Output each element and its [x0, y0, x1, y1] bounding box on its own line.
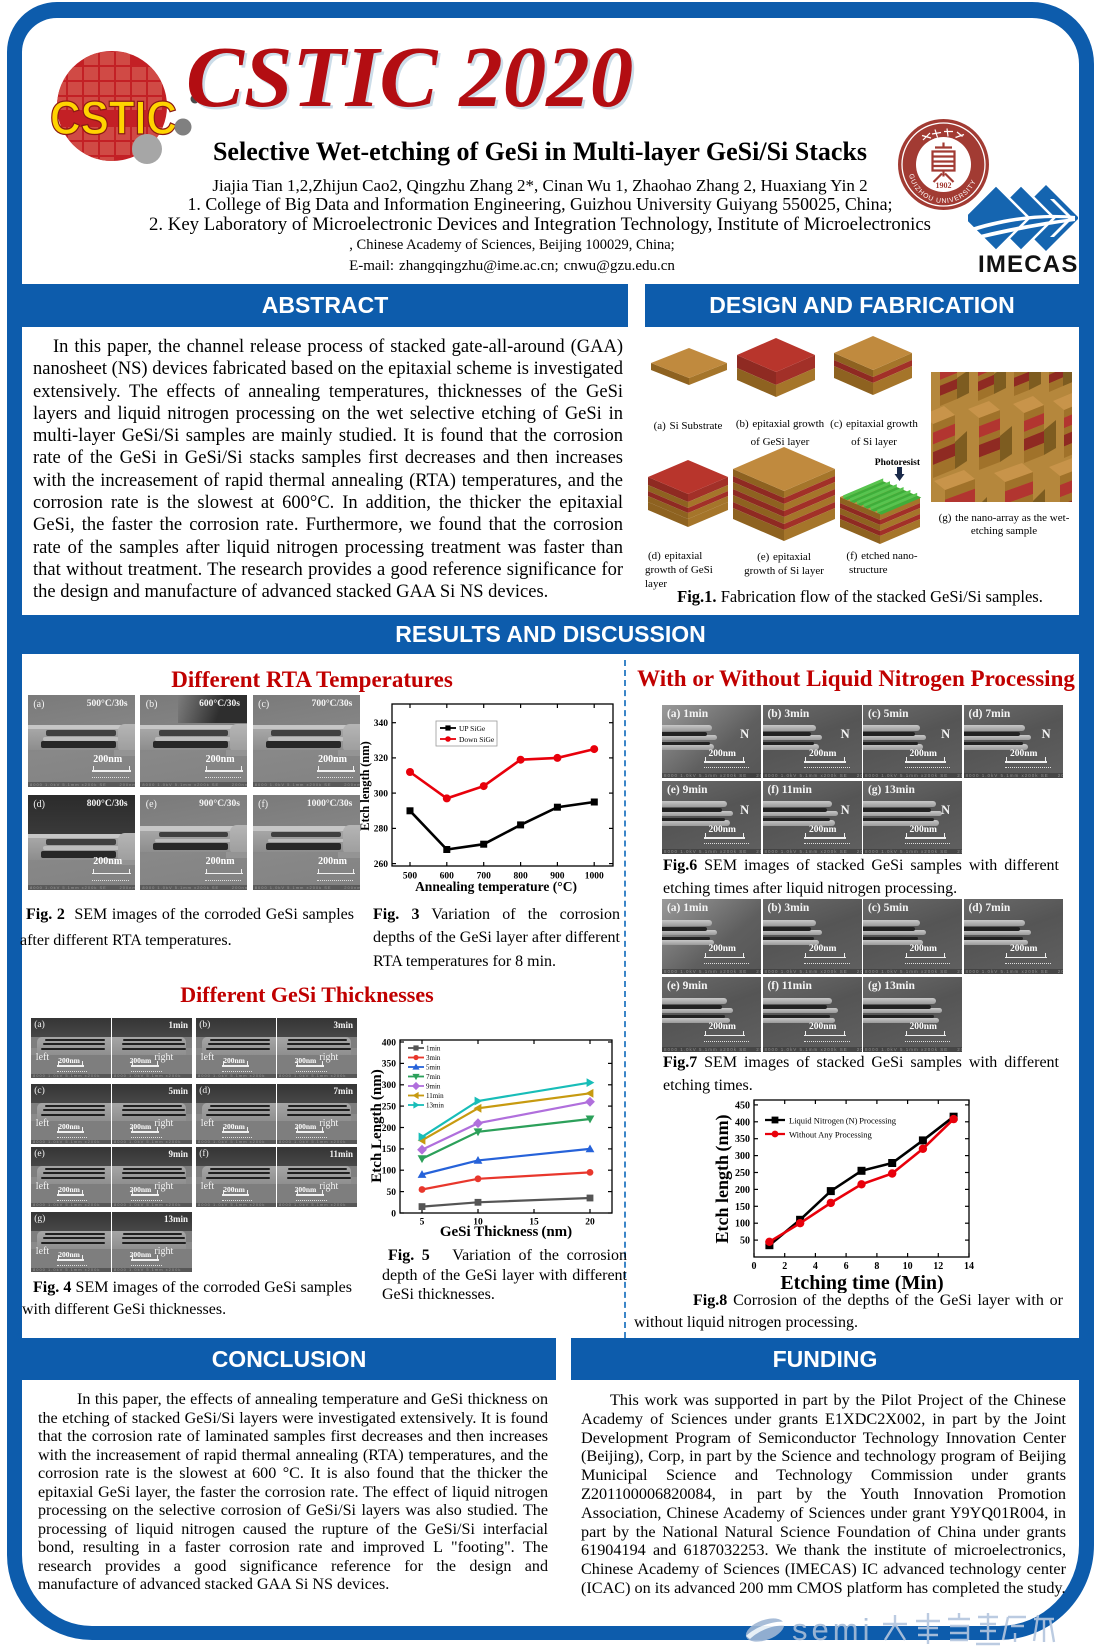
svg-text:1min: 1min [426, 1045, 441, 1053]
svg-text:800: 800 [513, 872, 528, 882]
svg-text:14: 14 [964, 1261, 974, 1272]
svg-text:Down SiGe: Down SiGe [459, 735, 495, 744]
svg-text:IMECAS: IMECAS [978, 251, 1078, 278]
svg-text:12: 12 [933, 1261, 943, 1272]
svg-text:Photoresist: Photoresist [875, 458, 921, 468]
svg-text:Etch Length (nm): Etch Length (nm) [369, 1069, 385, 1182]
svg-text:growth of GeSi: growth of GeSi [645, 564, 713, 576]
svg-text:260: 260 [374, 860, 389, 870]
svg-text:200: 200 [382, 1124, 397, 1134]
svg-text:1000: 1000 [585, 872, 604, 882]
svg-text:900: 900 [550, 872, 565, 882]
svg-text:UP SiGe: UP SiGe [459, 724, 486, 733]
svg-text:320: 320 [374, 754, 389, 764]
svg-text:300: 300 [382, 1081, 397, 1091]
svg-text:100: 100 [382, 1167, 397, 1177]
svg-text:600: 600 [440, 872, 455, 882]
svg-text:350: 350 [735, 1134, 750, 1145]
svg-text:7min: 7min [426, 1073, 441, 1081]
svg-text:of GeSi layer: of GeSi layer [751, 436, 810, 448]
svg-text:700: 700 [477, 872, 492, 882]
svg-text:13min: 13min [426, 1102, 444, 1110]
svg-text:(b) epitaxial growth: (b) epitaxial growth [736, 418, 825, 430]
svg-text:400: 400 [735, 1117, 750, 1128]
svg-text:9min: 9min [426, 1083, 441, 1091]
svg-text:50: 50 [387, 1188, 397, 1198]
svg-text:Fig.1. Fabrication flow of the: Fig.1. Fabrication flow of the stacked G… [677, 587, 1043, 606]
svg-text:3min: 3min [426, 1054, 441, 1062]
svg-text:200: 200 [735, 1185, 750, 1196]
svg-text:5: 5 [420, 1218, 425, 1228]
svg-text:8: 8 [874, 1261, 879, 1272]
svg-text:0: 0 [391, 1209, 396, 1219]
svg-text:11min: 11min [426, 1092, 444, 1100]
svg-text:100: 100 [735, 1219, 750, 1230]
svg-text:0: 0 [752, 1261, 757, 1272]
svg-text:150: 150 [735, 1202, 750, 1213]
svg-text:etching sample: etching sample [971, 525, 1037, 537]
svg-text:Etch length (nm): Etch length (nm) [360, 741, 372, 831]
svg-text:450: 450 [735, 1100, 750, 1111]
svg-text:300: 300 [374, 790, 389, 800]
svg-text:growth of Si layer: growth of Si layer [744, 565, 824, 577]
svg-text:10: 10 [473, 1218, 483, 1228]
svg-text:280: 280 [374, 825, 389, 835]
svg-text:15: 15 [529, 1218, 539, 1228]
svg-text:340: 340 [374, 719, 389, 729]
svg-text:250: 250 [382, 1103, 397, 1113]
svg-text:Without Any Processing: Without Any Processing [789, 1130, 873, 1140]
svg-text:50: 50 [740, 1236, 750, 1247]
svg-text:350: 350 [382, 1060, 397, 1070]
svg-text:500: 500 [403, 872, 418, 882]
svg-text:of Si layer: of Si layer [851, 436, 897, 448]
svg-text:(f) etched nano-: (f) etched nano- [846, 550, 917, 562]
svg-text:2: 2 [782, 1261, 787, 1272]
svg-text:layer: layer [645, 578, 667, 590]
svg-text:1902: 1902 [936, 181, 952, 190]
svg-text:(g) the nano-array as the wet: (g) the nano-array as the wet- [939, 512, 1070, 524]
svg-text:GeSi Thickness (nm): GeSi Thickness (nm) [440, 1224, 572, 1240]
svg-text:structure: structure [849, 564, 888, 576]
svg-text:20: 20 [585, 1218, 595, 1228]
svg-text:CSTIC: CSTIC [50, 91, 177, 144]
svg-text:300: 300 [735, 1151, 750, 1162]
svg-text:Etch length (nm): Etch length (nm) [712, 1114, 733, 1243]
svg-text:(e) epitaxial: (e) epitaxial [757, 551, 811, 563]
svg-text:(a) Si Substrate: (a) Si Substrate [654, 420, 723, 432]
svg-text:400: 400 [382, 1038, 397, 1048]
svg-text:250: 250 [735, 1168, 750, 1179]
svg-text:semi: semi [792, 1612, 873, 1647]
svg-text:150: 150 [382, 1145, 397, 1155]
svg-text:(d) epitaxial: (d) epitaxial [648, 550, 702, 562]
svg-text:Etching time (Min): Etching time (Min) [780, 1272, 943, 1293]
svg-text:(c) epitaxial growth: (c) epitaxial growth [830, 418, 918, 430]
svg-text:6: 6 [844, 1261, 849, 1272]
svg-text:10: 10 [903, 1261, 913, 1272]
svg-text:Liquid Nitrogen (N) Processing: Liquid Nitrogen (N) Processing [789, 1116, 897, 1126]
svg-text:4: 4 [813, 1261, 818, 1272]
svg-text:Annealing temperature (°C): Annealing temperature (°C) [415, 879, 577, 894]
svg-text:5min: 5min [426, 1064, 441, 1072]
